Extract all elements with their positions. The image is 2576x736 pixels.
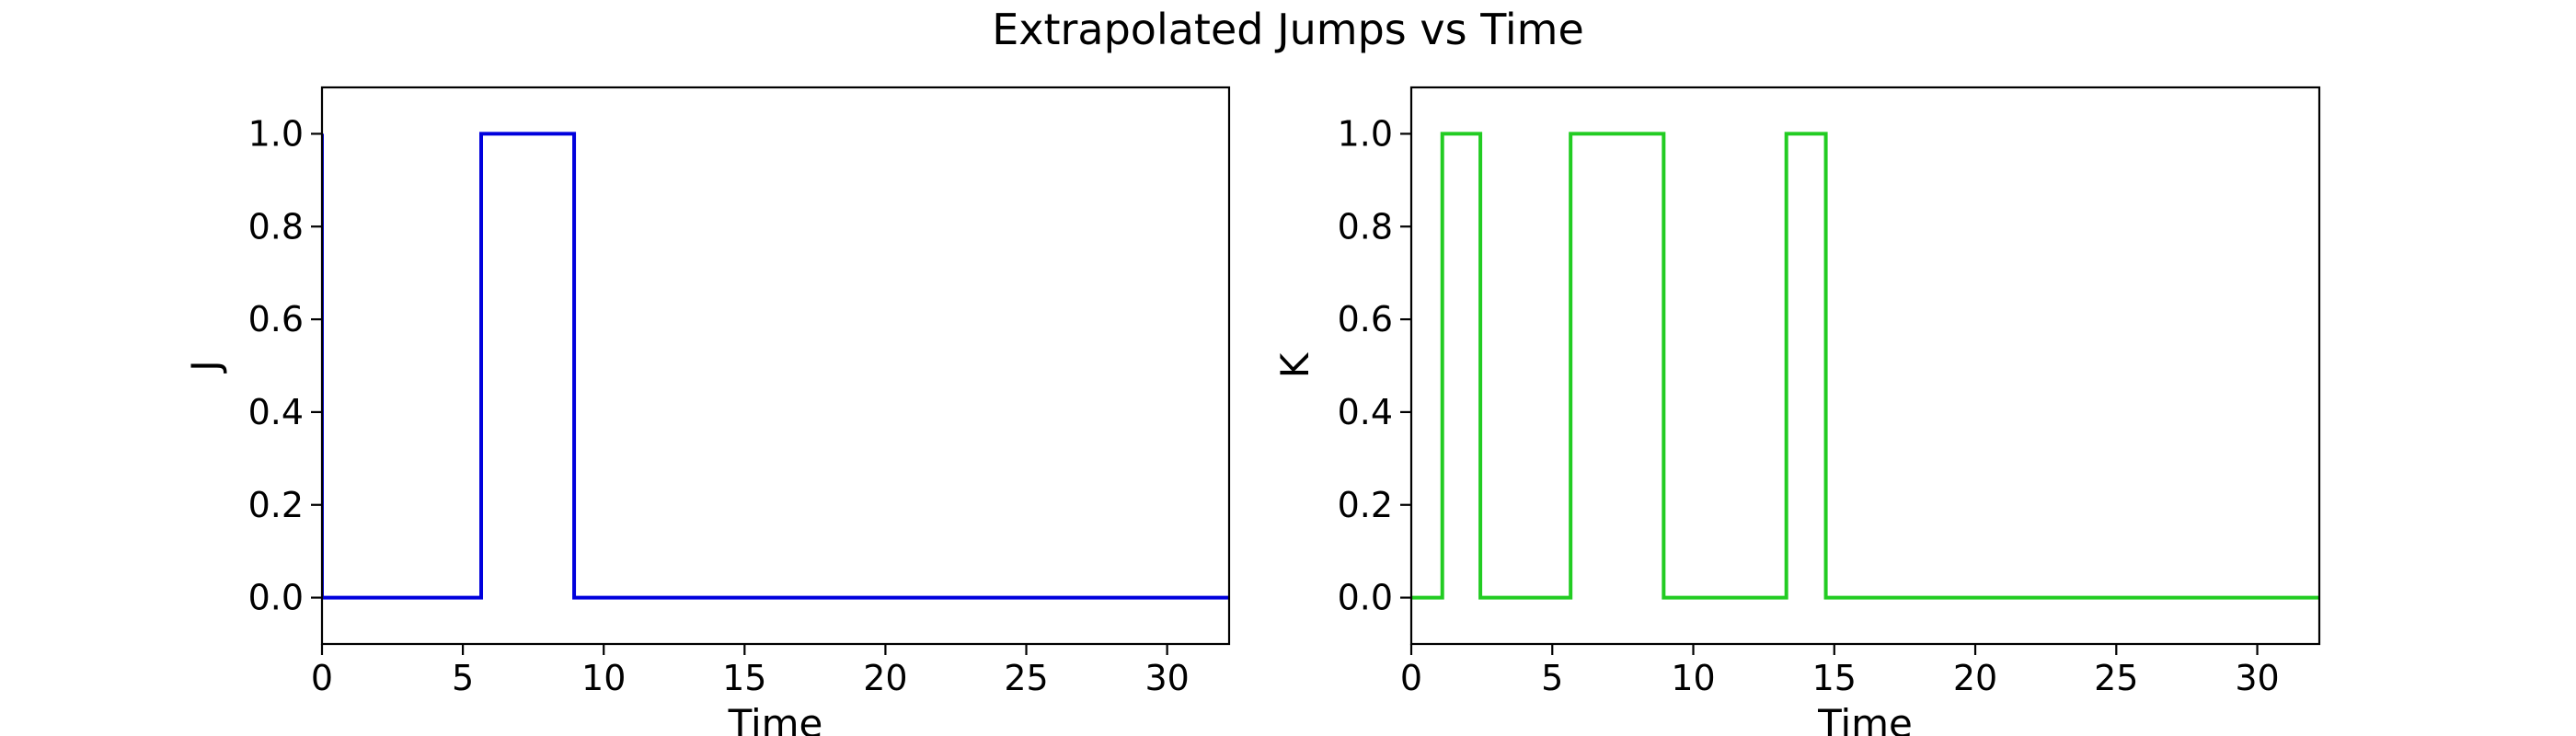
x-tick-label: 0 (1400, 658, 1422, 698)
y-tick-label: 0.6 (248, 299, 304, 339)
x-tick-label: 15 (722, 658, 766, 698)
axes-frame (1409, 86, 2321, 646)
figure-title: Extrapolated Jumps vs Time (992, 5, 1584, 54)
x-tick-label: 0 (311, 658, 333, 698)
x-tick-label: 5 (452, 658, 474, 698)
x-tick-label: 10 (581, 658, 626, 698)
x-axis-label: Time (728, 701, 823, 736)
y-tick-label: 0.8 (248, 206, 304, 247)
series-line-j (322, 132, 1229, 600)
x-tick-label: 30 (1144, 658, 1189, 698)
y-tick-label: 0.2 (248, 485, 304, 525)
series-line-k (1411, 132, 2319, 600)
y-tick-label: 1.0 (1338, 113, 1393, 154)
x-axis-label: Time (1817, 701, 1913, 736)
y-tick-label: 1.0 (248, 113, 304, 154)
x-tick-label: 20 (1953, 658, 1997, 698)
y-tick-label: 0.0 (248, 578, 304, 618)
x-tick-label: 15 (1812, 658, 1857, 698)
subplot-j: 0.0 0.2 0.4 0.6 0.8 1.0 0 5 10 15 20 25 30 Time J (183, 86, 1231, 736)
y-axis-label: K (1272, 351, 1317, 378)
y-tick-label: 0.2 (1338, 485, 1393, 525)
y-tick-label: 0.4 (1338, 392, 1393, 432)
x-tick-label: 10 (1671, 658, 1715, 698)
y-tick-label: 0.6 (1338, 299, 1393, 339)
y-tick-label: 0.4 (248, 392, 304, 432)
x-tick-label: 20 (863, 658, 907, 698)
axes-frame (320, 86, 1231, 646)
subplot-k: 0.0 0.2 0.4 0.6 0.8 1.0 0 5 10 15 20 25 30 Time K (1272, 86, 2321, 736)
y-axis-label: J (183, 360, 228, 374)
x-tick-label: 25 (1004, 658, 1048, 698)
x-tick-label: 30 (2235, 658, 2279, 698)
y-tick-label: 0.8 (1338, 206, 1393, 247)
y-tick-label: 0.0 (1338, 578, 1393, 618)
x-tick-label: 5 (1541, 658, 1563, 698)
x-tick-label: 25 (2094, 658, 2138, 698)
